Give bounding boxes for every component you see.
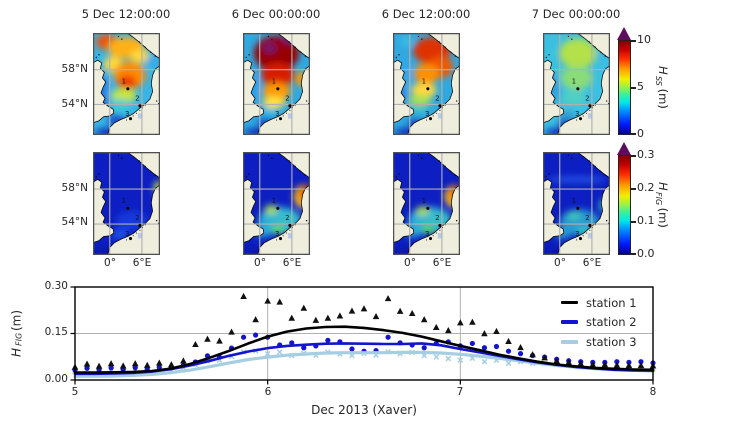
- svg-text:1: 1: [272, 197, 276, 205]
- legend-label: station 2: [586, 315, 637, 329]
- map-column-title-1: 5 Dec 12:00:00: [81, 7, 171, 21]
- chart-legend: station 1 station 2 station 3: [561, 295, 637, 349]
- legend-item-station-3: station 3: [561, 334, 637, 349]
- y-axis-label: HFIG (m): [9, 309, 24, 358]
- lon-label-6e: 6°E: [432, 257, 452, 269]
- svg-text:2: 2: [135, 94, 139, 102]
- svg-text:2: 2: [585, 94, 589, 102]
- lon-label-6e: 6°E: [582, 257, 602, 269]
- svg-text:3: 3: [275, 230, 279, 238]
- map-column-title-2: 6 Dec 00:00:00: [231, 7, 321, 21]
- x-tick-label: 7: [456, 386, 464, 398]
- lat-label-54n-row2: 54°N: [61, 216, 88, 228]
- svg-text:3: 3: [275, 110, 279, 118]
- colorbar-hss-tick: [631, 40, 636, 42]
- colorbar-hfig: [618, 155, 631, 255]
- svg-text:1: 1: [572, 77, 576, 85]
- lon-label-0deg: 0°: [554, 257, 566, 269]
- lon-label-0deg: 0°: [404, 257, 416, 269]
- colorbar-hfig-label: H FIG (m): [654, 182, 670, 228]
- colorbar-hfig-tick: [631, 253, 636, 255]
- svg-text:2: 2: [435, 214, 439, 222]
- svg-text:1: 1: [572, 197, 576, 205]
- colorbar-hss-tick-label: 10: [637, 33, 651, 46]
- colorbar-hss: [618, 40, 631, 135]
- legend-label: station 1: [586, 295, 637, 310]
- map-column-title-3: 6 Dec 12:00:00: [381, 7, 471, 21]
- colorbar-hfig-tick: [631, 155, 636, 157]
- colorbar-hfig-tick: [631, 188, 636, 190]
- svg-text:1: 1: [272, 77, 276, 85]
- legend-line-station-3: [561, 339, 578, 344]
- legend-label: station 3: [586, 334, 637, 349]
- legend-line-station-2: [561, 320, 578, 324]
- svg-text:3: 3: [125, 230, 129, 238]
- svg-text:1: 1: [422, 197, 426, 205]
- y-tick-label: 0.00: [44, 373, 68, 385]
- colorbar-hss-overflow-arrow-icon: [617, 27, 631, 40]
- x-axis-label: Dec 2013 (Xaver): [311, 403, 417, 417]
- x-tick-label: 6: [264, 386, 272, 398]
- lon-label-0deg: 0°: [104, 257, 116, 269]
- colorbar-hfig-overflow-arrow-icon: [617, 142, 631, 155]
- svg-text:2: 2: [285, 214, 289, 222]
- lon-label-6e: 6°E: [132, 257, 152, 269]
- svg-text:3: 3: [425, 110, 429, 118]
- colorbar-hss-label: H SS (m): [654, 66, 670, 109]
- lat-label-54n-row1: 54°N: [61, 98, 88, 110]
- colorbar-hfig-tick: [631, 221, 636, 223]
- svg-text:2: 2: [135, 214, 139, 222]
- y-tick-label: 0.15: [44, 326, 68, 338]
- colorbar-hss-tick: [631, 87, 636, 89]
- lon-label-6e: 6°E: [282, 257, 302, 269]
- svg-text:2: 2: [585, 214, 589, 222]
- legend-line-station-1: [561, 301, 578, 304]
- y-tick-label: 0.30: [44, 280, 68, 292]
- svg-text:1: 1: [122, 197, 126, 205]
- legend-item-station-2: station 2: [561, 315, 637, 330]
- svg-text:1: 1: [422, 77, 426, 85]
- colorbar-hss-tick-label: 5: [637, 80, 644, 93]
- svg-text:2: 2: [435, 94, 439, 102]
- legend-item-station-1: station 1: [561, 295, 637, 310]
- map-column-title-4: 7 Dec 00:00:00: [531, 7, 621, 21]
- x-tick-label: 5: [71, 386, 79, 398]
- colorbar-hfig-tick-label: 0.3: [637, 148, 655, 161]
- svg-text:3: 3: [425, 230, 429, 238]
- svg-text:3: 3: [575, 230, 579, 238]
- lat-label-58n-row2: 58°N: [61, 182, 88, 194]
- colorbar-hfig-tick-label: 0.2: [637, 181, 655, 194]
- colorbar-hfig-tick-label: 0.1: [637, 214, 655, 227]
- svg-text:3: 3: [125, 110, 129, 118]
- colorbar-hfig-tick-label: 0.0: [637, 247, 655, 260]
- svg-text:2: 2: [285, 94, 289, 102]
- colorbar-hss-tick-label: 0: [637, 127, 644, 140]
- svg-text:3: 3: [575, 110, 579, 118]
- lat-label-58n-row1: 58°N: [61, 63, 88, 75]
- svg-text:1: 1: [122, 77, 126, 85]
- colorbar-hss-tick: [631, 133, 636, 135]
- x-tick-label: 8: [649, 386, 657, 398]
- lon-label-0deg: 0°: [254, 257, 266, 269]
